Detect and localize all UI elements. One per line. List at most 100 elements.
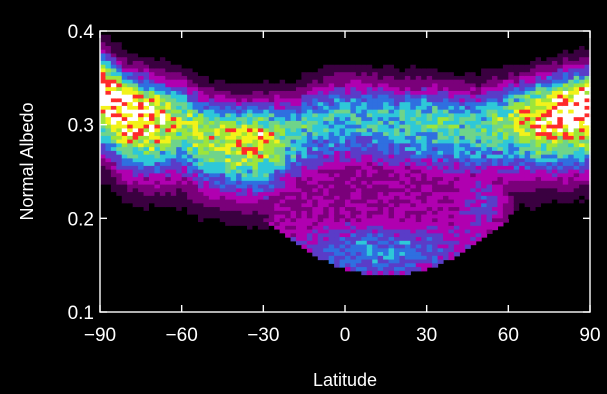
heatmap-cell xyxy=(475,68,482,73)
heatmap-cell xyxy=(306,233,313,238)
heatmap-cell xyxy=(317,150,324,156)
heatmap-cell xyxy=(475,184,482,189)
heatmap-cell xyxy=(279,124,286,130)
heatmap-cell xyxy=(165,105,172,111)
heatmap-cell xyxy=(165,90,172,96)
heatmap-cell xyxy=(584,109,591,115)
heatmap-cell xyxy=(285,154,292,159)
heatmap-cell xyxy=(366,192,373,197)
heatmap-cell xyxy=(502,102,509,107)
heatmap-cell xyxy=(301,158,308,163)
heatmap-cell xyxy=(268,207,275,212)
heatmap-cell xyxy=(252,150,259,156)
heatmap-cell xyxy=(121,147,128,152)
heatmap-cell xyxy=(121,105,128,111)
heatmap-cell xyxy=(394,154,401,159)
heatmap-cell xyxy=(252,158,259,163)
heatmap-cell xyxy=(377,173,384,178)
heatmap-cell xyxy=(426,158,433,163)
heatmap-cell xyxy=(481,98,488,103)
heatmap-cell xyxy=(312,169,319,174)
heatmap-cell xyxy=(535,154,542,159)
heatmap-cell xyxy=(551,109,558,115)
heatmap-cell xyxy=(236,165,243,171)
heatmap-cell xyxy=(513,207,520,212)
heatmap-cell xyxy=(546,49,553,55)
heatmap-cell xyxy=(257,94,264,100)
heatmap-cell xyxy=(187,199,194,204)
heatmap-cell xyxy=(149,83,156,88)
heatmap-cell xyxy=(170,98,177,103)
heatmap-cell xyxy=(535,184,542,189)
heatmap-cell xyxy=(432,147,439,152)
heatmap-cell xyxy=(415,135,422,141)
heatmap-cell xyxy=(274,162,281,167)
heatmap-cell xyxy=(208,135,215,141)
heatmap-cell xyxy=(541,64,548,70)
heatmap-cell xyxy=(502,218,509,223)
heatmap-cell xyxy=(426,192,433,197)
heatmap-cell xyxy=(399,169,406,174)
heatmap-cell xyxy=(301,195,308,201)
heatmap-cell xyxy=(448,195,455,201)
heatmap-cell xyxy=(170,177,177,182)
heatmap-cell xyxy=(279,169,286,174)
heatmap-cell xyxy=(535,90,542,96)
heatmap-cell xyxy=(459,90,466,96)
heatmap-cell xyxy=(432,158,439,163)
heatmap-cell xyxy=(317,203,324,208)
heatmap-cell xyxy=(524,173,531,178)
heatmap-cell xyxy=(404,128,411,133)
heatmap-cell xyxy=(470,233,477,238)
heatmap-cell xyxy=(252,180,259,186)
heatmap-cell xyxy=(198,169,205,174)
heatmap-cell xyxy=(301,132,308,137)
heatmap-cell xyxy=(377,237,384,242)
heatmap-cell xyxy=(203,203,210,208)
heatmap-cell xyxy=(502,87,509,92)
heatmap-cell xyxy=(138,169,145,174)
heatmap-cell xyxy=(541,199,548,204)
heatmap-cell xyxy=(306,188,313,193)
heatmap-cell xyxy=(268,132,275,137)
heatmap-cell xyxy=(127,94,134,100)
heatmap-cell xyxy=(443,143,450,148)
heatmap-cell xyxy=(121,128,128,133)
heatmap-cell xyxy=(181,147,188,152)
heatmap-cell xyxy=(312,143,319,148)
heatmap-cell xyxy=(366,143,373,148)
heatmap-cell xyxy=(198,199,205,204)
heatmap-cell xyxy=(192,203,199,208)
heatmap-cell xyxy=(279,233,286,238)
heatmap-cell xyxy=(306,177,313,182)
heatmap-cell xyxy=(121,68,128,73)
heatmap-cell xyxy=(502,57,509,62)
heatmap-cell xyxy=(116,83,123,88)
heatmap-cell xyxy=(290,102,297,107)
heatmap-cell xyxy=(415,203,422,208)
heatmap-cell xyxy=(154,109,161,115)
heatmap-cell xyxy=(296,90,303,96)
heatmap-cell xyxy=(176,143,183,148)
heatmap-cell xyxy=(519,192,526,197)
heatmap-cell xyxy=(236,184,243,189)
heatmap-cell xyxy=(317,240,324,246)
heatmap-cell xyxy=(497,60,504,66)
heatmap-cell xyxy=(230,177,237,182)
heatmap-cell xyxy=(345,143,352,148)
heatmap-cell xyxy=(366,177,373,182)
heatmap-cell xyxy=(236,177,243,182)
heatmap-cell xyxy=(132,120,139,126)
heatmap-cell xyxy=(219,143,226,148)
heatmap-cell xyxy=(448,199,455,204)
heatmap-cell xyxy=(426,135,433,141)
heatmap-cell xyxy=(263,214,270,219)
heatmap-cell xyxy=(105,53,112,58)
heatmap-cell xyxy=(513,75,520,81)
heatmap-cell xyxy=(443,165,450,171)
heatmap-cell xyxy=(301,184,308,189)
heatmap-cell xyxy=(530,53,537,58)
heatmap-cell xyxy=(345,87,352,92)
heatmap-cell xyxy=(410,218,417,223)
heatmap-cell xyxy=(350,75,357,81)
